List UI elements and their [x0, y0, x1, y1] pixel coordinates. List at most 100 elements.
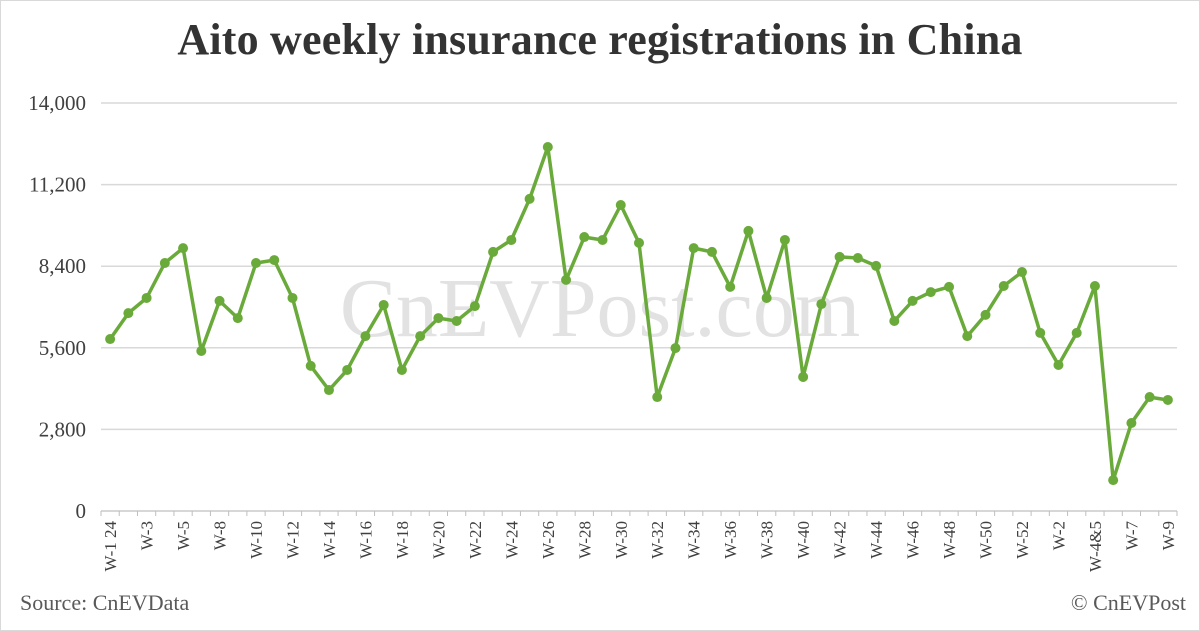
x-tick-label: W-50 — [977, 521, 996, 559]
x-tick-label: W-38 — [758, 521, 777, 559]
data-series — [105, 142, 1173, 486]
data-point-marker — [1016, 267, 1027, 278]
x-tick-label: W-46 — [904, 521, 923, 559]
x-tick-label: W-5 — [174, 521, 193, 550]
data-point-marker — [1108, 475, 1119, 486]
data-point-marker — [232, 313, 243, 324]
x-tick-label: W-8 — [211, 521, 230, 550]
data-point-marker — [196, 346, 207, 357]
data-point-marker — [597, 234, 608, 245]
data-point-marker — [1144, 392, 1155, 403]
x-tick-label: W-10 — [247, 521, 266, 559]
data-point-marker — [488, 246, 499, 257]
data-point-marker — [980, 309, 991, 320]
x-tick-label: W-9 — [1159, 521, 1178, 550]
data-point-marker — [251, 257, 262, 268]
data-point-marker — [706, 246, 717, 257]
data-point-marker — [396, 364, 407, 375]
data-point-marker — [761, 292, 772, 303]
data-point-marker — [816, 299, 827, 310]
data-point-marker — [998, 281, 1009, 292]
data-point-marker — [159, 257, 170, 268]
x-tick-label: W-22 — [466, 521, 485, 559]
x-tick-label: W-52 — [1013, 521, 1032, 559]
data-point-marker — [542, 142, 553, 153]
y-tick-label: 5,600 — [39, 336, 86, 360]
data-point-marker — [378, 299, 389, 310]
data-point-marker — [323, 385, 334, 396]
x-tick-label: W-42 — [831, 521, 850, 559]
data-point-marker — [834, 251, 845, 262]
data-point-marker — [907, 295, 918, 306]
x-tick-label: W-7 — [1122, 521, 1141, 551]
data-point-marker — [360, 331, 371, 342]
data-point-marker — [1126, 417, 1137, 428]
data-point-marker — [469, 301, 480, 312]
x-axis: W-1 24 W-3 W-5 W-8 W-10 W-12 W-14 W-16 W-18 W-20 W… — [100, 510, 1178, 572]
y-axis: 0 2,800 5,600 8,400 11,200 14,000 — [28, 91, 86, 523]
chart-title: Aito weekly insurance registrations in C… — [177, 15, 1023, 64]
y-tick-label: 11,200 — [29, 173, 86, 197]
x-tick-label: W-44 — [867, 521, 886, 559]
data-point-marker — [743, 225, 754, 236]
data-point-marker — [105, 334, 116, 345]
x-tick-label: W-12 — [283, 521, 302, 559]
x-tick-label: W-40 — [794, 521, 813, 559]
data-point-marker — [433, 313, 444, 324]
gridlines — [101, 102, 1177, 431]
data-point-marker — [1162, 394, 1173, 405]
x-tick-label: W-4&5 — [1086, 521, 1105, 572]
data-point-marker — [451, 315, 462, 326]
x-tick-label: W-24 — [502, 521, 521, 559]
x-tick-label: W-20 — [429, 521, 448, 559]
x-tick-label: W-26 — [539, 521, 558, 559]
x-tick-label: W-36 — [721, 521, 740, 559]
x-tick-label: W-28 — [575, 521, 594, 559]
data-point-marker — [269, 255, 280, 266]
data-point-marker — [214, 295, 225, 306]
y-tick-label: 0 — [76, 499, 87, 523]
x-tick-label: W-30 — [612, 521, 631, 559]
data-point-marker — [561, 274, 572, 285]
data-point-marker — [1053, 359, 1064, 370]
data-point-marker — [688, 243, 699, 254]
x-tick-label: W-48 — [940, 521, 959, 559]
data-point-marker — [725, 281, 736, 292]
source-label: Source: CnEVData — [20, 590, 190, 615]
x-tick-label: W-1 24 — [101, 521, 120, 572]
data-point-marker — [123, 308, 134, 319]
y-tick-label: 8,400 — [39, 254, 86, 278]
data-point-marker — [962, 331, 973, 342]
data-point-marker — [779, 234, 790, 245]
data-point-marker — [579, 232, 590, 243]
data-point-marker — [287, 292, 298, 303]
data-point-marker — [305, 360, 316, 371]
x-tick-label: W-18 — [393, 521, 412, 559]
x-tick-label: W-34 — [685, 521, 704, 559]
y-tick-label: 14,000 — [28, 91, 86, 115]
x-tick-label: W-3 — [138, 521, 157, 550]
data-point-marker — [670, 343, 681, 354]
data-point-marker — [889, 315, 900, 326]
x-tick-label: W-32 — [648, 521, 667, 559]
x-tick-label: W-14 — [320, 521, 339, 559]
data-point-marker — [634, 237, 644, 248]
data-point-marker — [524, 193, 535, 204]
data-point-marker — [652, 392, 663, 403]
data-point-marker — [1089, 281, 1100, 292]
x-tick-label: W-16 — [356, 521, 375, 559]
data-point-marker — [1035, 327, 1046, 338]
x-tick-label: W-2 — [1049, 521, 1068, 550]
y-tick-label: 2,800 — [39, 417, 86, 441]
data-point-marker — [944, 281, 955, 292]
data-point-marker — [1071, 327, 1082, 338]
data-point-marker — [871, 260, 882, 271]
data-point-marker — [178, 243, 189, 254]
copyright-label: © CnEVPost — [1070, 590, 1186, 615]
data-point-marker — [925, 287, 936, 298]
data-point-marker — [852, 253, 863, 264]
data-point-marker — [141, 292, 152, 303]
data-point-marker — [615, 200, 626, 210]
